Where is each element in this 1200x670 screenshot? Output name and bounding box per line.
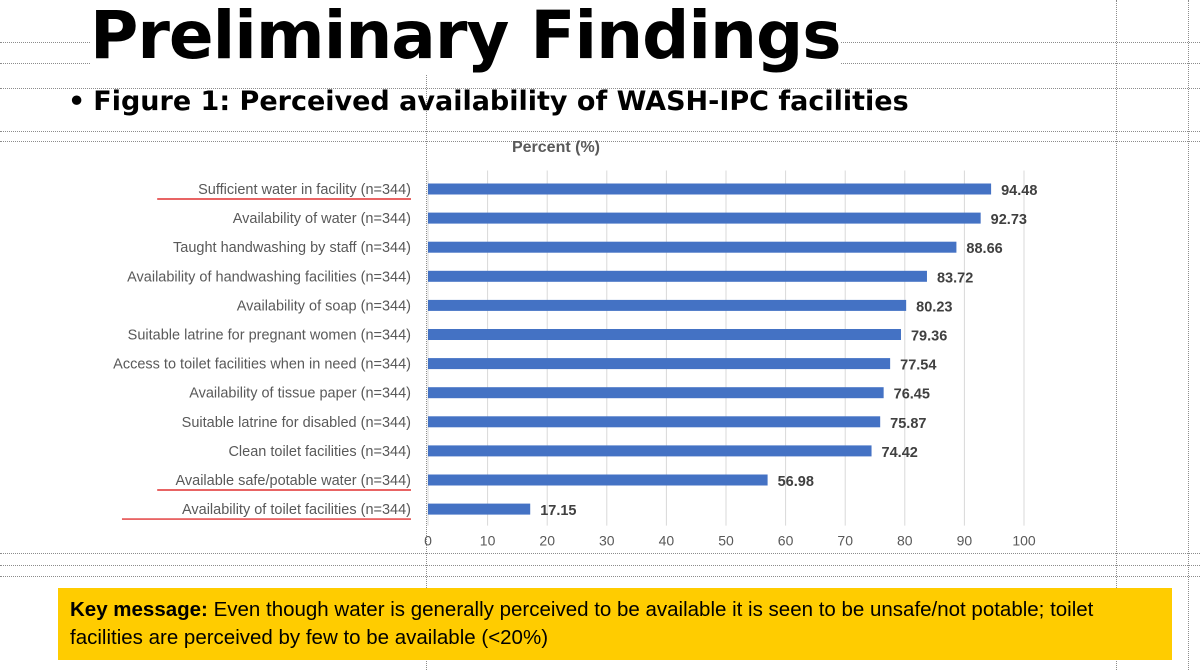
category-label: Access to toilet facilities when in need… [113,357,411,373]
data-label: 75.87 [890,416,926,432]
guide-line [1188,0,1189,670]
data-label: 92.73 [991,212,1027,228]
bar [428,270,927,282]
x-tick-label: 40 [659,533,675,549]
figure-caption: • Figure 1: Perceived availability of WAS… [68,82,909,122]
guide-line [0,141,1200,142]
guide-line [0,88,1200,89]
bar [428,474,768,486]
bar [428,241,957,253]
x-tick-label: 100 [1012,533,1036,549]
x-tick-label: 70 [837,533,853,549]
data-label: 74.42 [882,445,918,461]
bar [428,387,884,399]
bar [428,299,907,311]
category-label: Availability of soap (n=344) [237,298,411,314]
category-label: Sufficient water in facility (n=344) [198,182,411,198]
category-label: Availability of tissue paper (n=344) [189,386,411,402]
bar [428,503,531,515]
data-label: 17.15 [540,503,576,519]
data-label: 77.54 [900,358,936,374]
guide-line [0,131,1200,132]
guide-line [0,576,1200,577]
category-label: Availability of water (n=344) [233,211,411,227]
key-message-box: Key message: Even though water is genera… [58,588,1172,660]
bar [428,329,901,340]
figure-caption-text: Figure 1: Perceived availability of WASH… [93,86,909,117]
category-label: Suitable latrine for pregnant women (n=3… [128,328,411,344]
category-label: Availability of handwashing facilities (… [127,269,411,285]
data-label: 79.36 [911,329,947,345]
data-label: 83.72 [937,270,973,286]
bar [428,212,981,224]
bar [428,416,881,428]
data-label: 88.66 [966,241,1002,257]
bar [428,358,891,370]
guide-line [1116,0,1117,670]
guide-line [0,565,1200,566]
category-label: Clean toilet facilities (n=344) [228,444,411,460]
category-label: Available safe/potable water (n=344) [175,473,411,489]
slide-title: Preliminary Findings [90,0,841,74]
data-label: 56.98 [778,474,814,490]
bar [428,445,872,457]
x-tick-label: 50 [718,533,734,549]
key-message-label: Key message: [70,598,208,621]
bullet-point: • [68,86,86,117]
data-label: 76.45 [894,387,930,403]
x-tick-label: 90 [957,533,973,549]
x-tick-label: 0 [424,533,432,549]
chart-title: Percent (%) [512,139,600,156]
category-label: Suitable latrine for disabled (n=344) [182,415,411,431]
x-tick-label: 10 [480,533,496,549]
data-label: 94.48 [1001,183,1037,199]
x-tick-label: 80 [897,533,913,549]
key-message-text: Even though water is generally perceived… [70,598,1094,649]
bar-chart: Percent (%) 0 10 20 30 40 50 60 70 80 90 100 Suffici… [113,139,1037,549]
x-tick-label: 60 [778,533,794,549]
data-label: 80.23 [916,299,952,315]
x-tick-label: 20 [539,533,555,549]
x-tick-label: 30 [599,533,615,549]
category-label: Availability of toilet facilities (n=344… [182,502,411,518]
category-label: Taught handwashing by staff (n=344) [173,240,411,256]
bar [428,183,992,195]
guide-line [426,0,427,670]
guide-line [0,553,1200,554]
